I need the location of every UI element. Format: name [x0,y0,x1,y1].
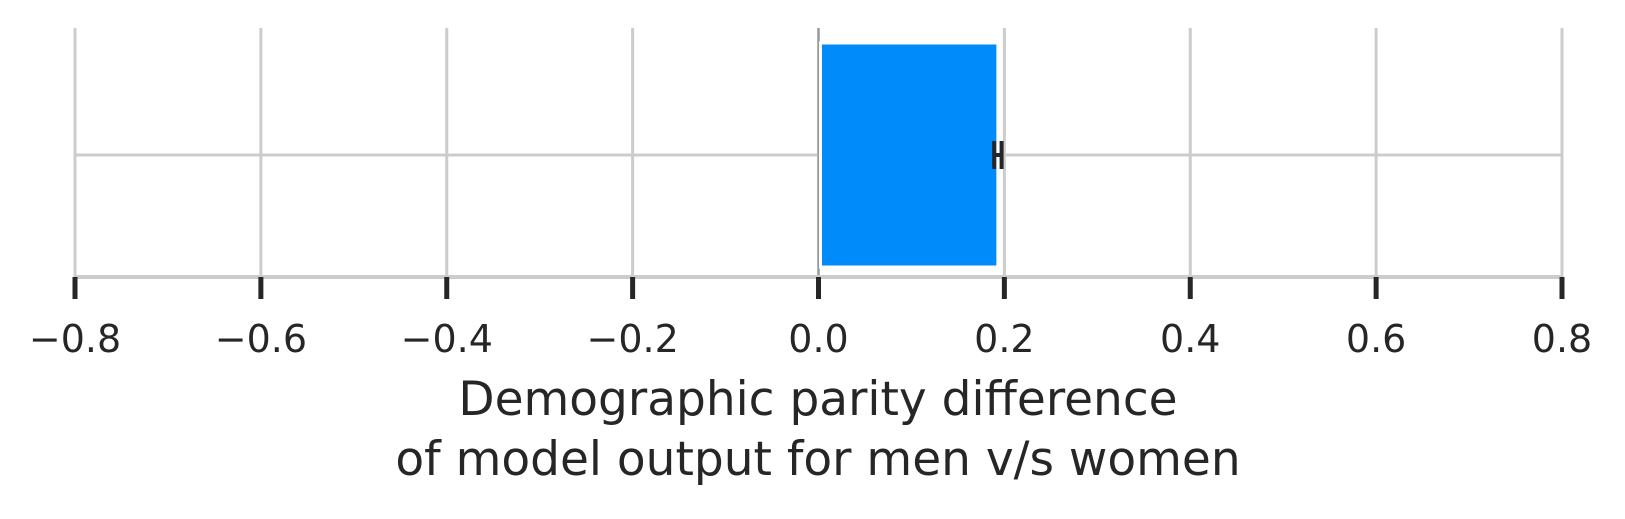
x-tick-label-4: 0.0 [788,317,848,361]
x-axis-label-line1: Demographic parity difference [458,372,1177,427]
bars [819,41,1004,269]
x-axis: −0.8 −0.6 −0.4 −0.2 0.0 0.2 0.4 0.6 0.8 [29,275,1592,361]
x-tick-label-8: 0.8 [1532,317,1592,361]
x-tick-label-1: −0.6 [215,317,307,361]
x-tick-label-3: −0.2 [586,317,678,361]
x-tick-label-5: 0.2 [974,317,1034,361]
x-axis-label-line2: of model output for men v/s women [395,432,1240,487]
x-tick-label-7: 0.6 [1346,317,1406,361]
bar-0 [819,41,1000,269]
x-tick-label-6: 0.4 [1160,317,1220,361]
x-tick-label-0: −0.8 [29,317,121,361]
x-tick-label-2: −0.4 [401,317,493,361]
error-bar-0 [992,141,1004,169]
